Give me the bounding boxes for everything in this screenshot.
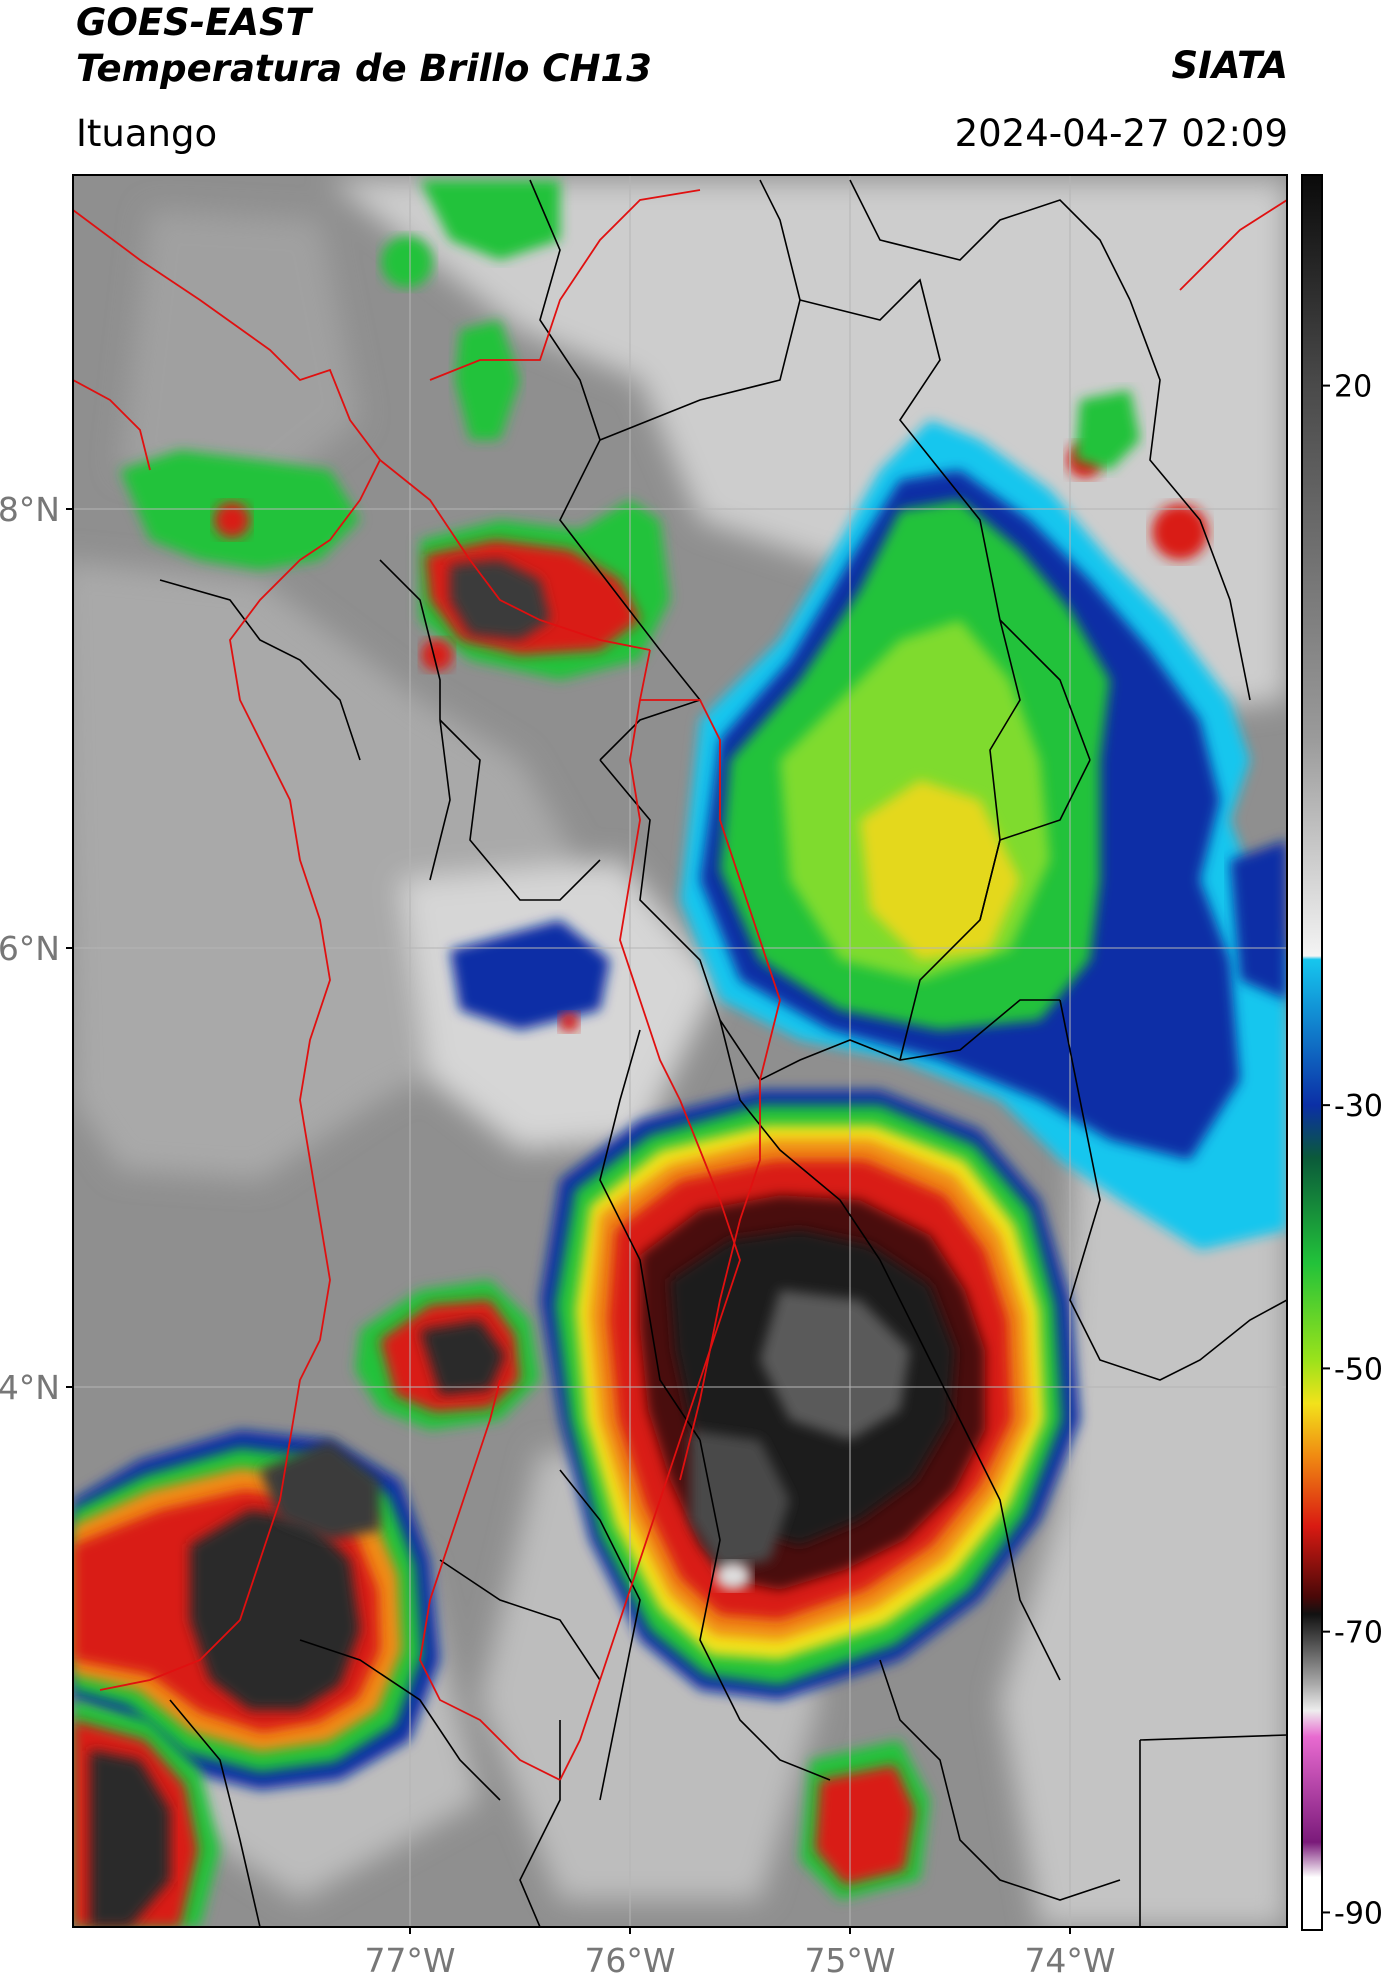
lat-label-8n: 8°N bbox=[0, 490, 60, 529]
colorbar-tick-label: 20 bbox=[1334, 370, 1372, 405]
colorbar-tick-label: -90 bbox=[1334, 1896, 1383, 1931]
product-title: Temperatura de Brillo CH13 bbox=[76, 47, 652, 90]
organization-label: SIATA bbox=[1171, 44, 1288, 87]
convective-system-southwest bbox=[73, 1430, 440, 1927]
map-frame bbox=[72, 174, 1288, 1928]
convective-system-south bbox=[540, 1090, 1080, 1700]
department-borders bbox=[73, 189, 1287, 1781]
datetime-label: 2024-04-27 02:09 bbox=[954, 112, 1288, 155]
convective-system-east bbox=[680, 420, 1287, 1250]
lon-label-77w: 77°W bbox=[364, 1941, 455, 1980]
colorbar: 20 -30 -50 -70 -90 bbox=[1301, 174, 1383, 1931]
lon-label-76w: 76°W bbox=[584, 1941, 675, 1980]
convective-system-coast bbox=[355, 1280, 540, 1430]
colorbar-tick-label: -50 bbox=[1334, 1352, 1383, 1387]
location-label: Ituango bbox=[76, 112, 218, 155]
lat-label-4n: 4°N bbox=[0, 1368, 60, 1407]
satellite-title: GOES-EAST bbox=[76, 1, 311, 44]
colorbar-tick-label: -30 bbox=[1334, 1089, 1383, 1124]
colorbar-tick-label: -70 bbox=[1334, 1616, 1383, 1651]
lat-label-6n: 6°N bbox=[0, 929, 60, 968]
municipal-borders bbox=[159, 179, 1287, 1927]
colorbar-gradient bbox=[1301, 174, 1323, 1931]
lon-label-74w: 74°W bbox=[1024, 1941, 1115, 1980]
axis-ticks bbox=[66, 508, 1071, 1934]
colorbar-ticks: 20 -30 -50 -70 -90 bbox=[1322, 370, 1383, 1931]
title-block: GOES-EAST Temperatura de Brillo CH13 bbox=[76, 0, 652, 92]
lon-label-75w: 75°W bbox=[804, 1941, 895, 1980]
scattered-cells bbox=[120, 180, 1287, 1900]
map-area bbox=[73, 175, 1287, 1927]
